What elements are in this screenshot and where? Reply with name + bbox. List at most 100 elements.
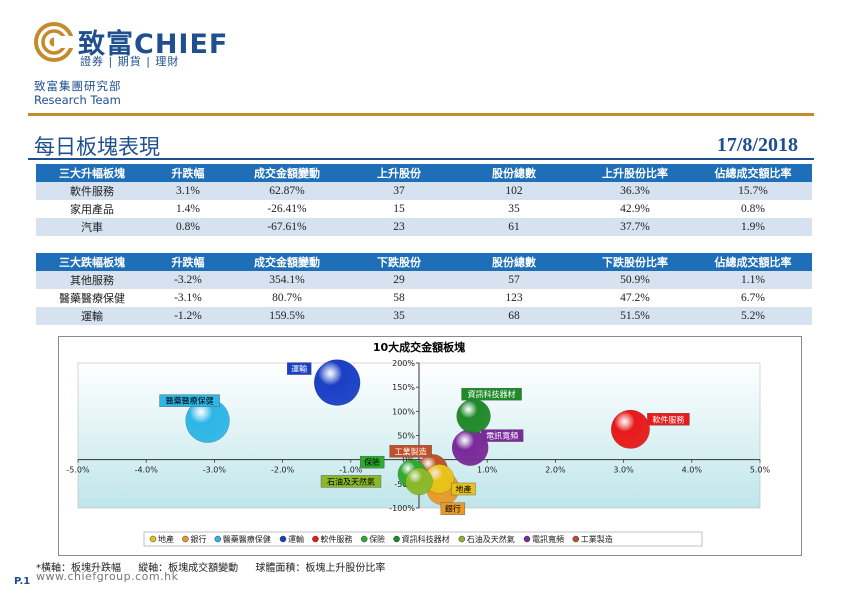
table-cell: 35 — [508, 203, 520, 215]
table-cell: 1.4% — [176, 203, 200, 215]
table-cell: 37 — [346, 182, 452, 200]
table-cell: 0.8% — [741, 203, 765, 215]
sector-name: 其他服務 — [36, 271, 148, 289]
column-header: 股份總數 — [452, 164, 576, 182]
table-cell: 15 — [393, 203, 405, 215]
column-header: 三大升幅板塊 — [36, 164, 148, 182]
data-label-box — [159, 394, 220, 407]
bubble-6 — [456, 398, 491, 434]
legend-entry: 醫藥醫療保健 — [223, 534, 271, 544]
y-tick-label: 100% — [392, 407, 415, 416]
data-label: 地產 — [455, 484, 471, 494]
x-tick-label: -3.0% — [203, 466, 227, 475]
sector-name: 軟件服務 — [36, 182, 148, 200]
data-label: 醫藥醫療保健 — [166, 396, 214, 406]
y-tick-label: 200% — [392, 359, 415, 368]
legend-swatch — [214, 535, 222, 543]
department-name-cn: 致富集團研究部 — [34, 79, 122, 93]
data-label-box — [451, 482, 476, 496]
chart-title: 10大成交金額板塊 — [373, 340, 465, 354]
x-tick-label: 5.0% — [750, 466, 771, 475]
top-rising-sectors-table: 三大升幅板塊 升跌幅 成交金額變動 上升股份 股份總數 上升股份比率 佔總成交額… — [36, 164, 812, 236]
sector-name: 汽車 — [36, 218, 148, 236]
table-cell: 36.3% — [576, 182, 694, 200]
legend-swatch — [279, 535, 287, 543]
legend-swatch — [393, 535, 400, 543]
table-cell: 50.9% — [576, 271, 694, 289]
table-cell: 15.7% — [694, 182, 812, 200]
brand-name: 致富CHIEF — [78, 29, 229, 60]
table-row: 軟件服務 3.1% 62.87% 37 102 36.3% 15.7% — [36, 182, 812, 200]
title-divider — [28, 158, 814, 160]
data-label-box — [389, 445, 432, 458]
column-header: 下跌股份 — [346, 253, 452, 271]
x-tick-label: 3.0% — [613, 466, 634, 475]
data-label: 資訊科技器材 — [468, 389, 516, 399]
table-cell: 61 — [452, 218, 576, 236]
column-header: 成交金額變動 — [228, 253, 346, 271]
x-tick-label: -5.0% — [66, 466, 90, 475]
table-cell: 1.9% — [694, 218, 812, 236]
column-header: 成交金額變動 — [228, 164, 346, 182]
table-cell: 159.5% — [228, 307, 346, 325]
legend-box — [143, 531, 703, 547]
legend-entry: 石油及天然氣 — [467, 534, 515, 544]
data-label: 工業製造 — [395, 446, 427, 456]
page-title: 每日板塊表現 — [34, 135, 160, 159]
chief-logo-icon — [34, 22, 74, 62]
data-label: 運輸 — [291, 364, 307, 374]
legend-swatch — [182, 535, 189, 543]
table-header-row: 三大跌幅板塊 升跌幅 成交金額變動 下跌股份 股份總數 下跌股份比率 佔總成交額… — [36, 253, 812, 271]
legend-entry: 軟件服務 — [320, 534, 352, 544]
legend-entry: 工業製造 — [581, 534, 613, 544]
header-divider — [28, 113, 814, 116]
brand-tagline: 證券 | 期貨 | 理財 — [80, 55, 180, 68]
table-row: 運輸 -1.2% 159.5% 35 68 51.5% 5.2% — [36, 307, 812, 325]
column-header: 三大跌幅板塊 — [36, 253, 148, 271]
table-cell: 47.2% — [620, 292, 650, 304]
sector-name: 運輸 — [36, 307, 148, 325]
table-cell: 37.7% — [576, 218, 694, 236]
website-link[interactable]: www.chiefgroup.com.hk — [36, 570, 179, 583]
data-label-box — [461, 387, 522, 401]
legend-entry: 保險 — [369, 534, 385, 544]
x-tick-label: 2.0% — [545, 466, 566, 475]
footnote-y-axis: 縱軸：板塊成交額變動 — [138, 563, 239, 574]
table-cell: 80.7% — [272, 292, 302, 304]
footnote-x-axis: *橫軸：板塊升跌幅 — [36, 563, 121, 574]
table-cell: 35 — [346, 307, 452, 325]
table-cell: 57 — [452, 271, 576, 289]
table-cell: 58 — [393, 292, 405, 304]
table-cell: -3.1% — [174, 292, 202, 304]
bubble-4 — [610, 409, 650, 449]
table-cell: 42.9% — [620, 203, 650, 215]
column-header: 股份總數 — [452, 253, 576, 271]
sector-bubble-chart: 10大成交金額板塊-5.0%-4.0%-3.0%-2.0%-1.0%0.0%1.… — [66, 340, 771, 547]
legend-entry: 電訊寬頻 — [532, 534, 564, 544]
data-label: 軟件服務 — [652, 414, 684, 424]
data-label-box — [286, 362, 312, 375]
table-cell: -26.41% — [267, 203, 307, 215]
x-tick-label: 4.0% — [682, 466, 703, 475]
table-row: 汽車 0.8% -67.61% 23 61 37.7% 1.9% — [36, 218, 812, 236]
column-header: 上升股份比率 — [576, 164, 694, 182]
column-header: 上升股份 — [346, 164, 452, 182]
legend-swatch — [523, 535, 531, 543]
legend-swatch — [149, 535, 157, 543]
table-cell: 62.87% — [228, 182, 346, 200]
y-tick-label: 0% — [402, 456, 415, 465]
table-cell: 23 — [346, 218, 452, 236]
table-cell: 0.8% — [148, 218, 228, 236]
bubble-3 — [313, 359, 361, 406]
column-header: 升跌幅 — [148, 253, 228, 271]
data-label: 保險 — [364, 457, 380, 467]
data-label: 電訊寬頻 — [486, 431, 518, 441]
table-cell: 1.1% — [694, 271, 812, 289]
data-label-box — [440, 502, 466, 515]
data-label: 銀行 — [445, 504, 461, 514]
table-cell: 29 — [346, 271, 452, 289]
table-row: 醫藥醫療保健 -3.1% 80.7% 58 123 47.2% 6.7% — [36, 289, 812, 307]
department-name-en: Research Team — [34, 93, 121, 107]
x-tick-label: -1.0% — [339, 466, 363, 475]
table-cell: -3.2% — [148, 271, 228, 289]
